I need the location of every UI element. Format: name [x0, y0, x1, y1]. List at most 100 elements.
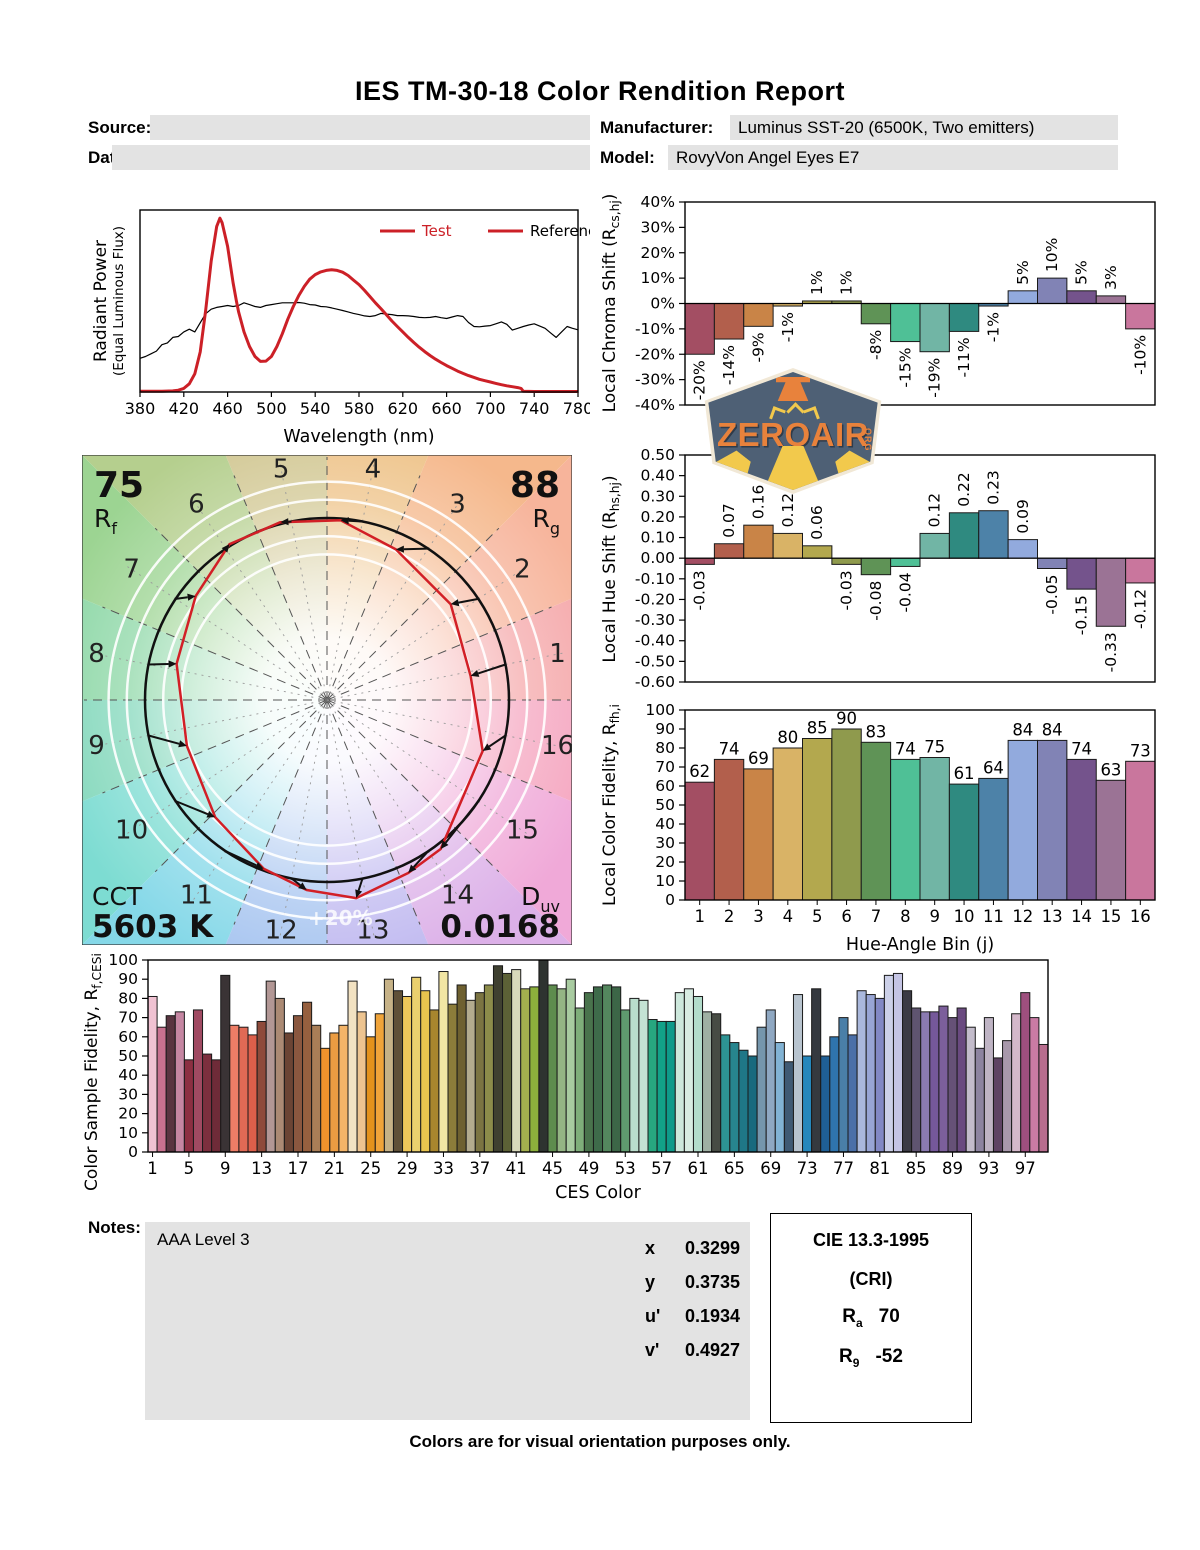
- svg-text:14: 14: [441, 880, 474, 910]
- svg-text:11: 11: [180, 880, 213, 910]
- svg-text:0.20: 0.20: [640, 508, 675, 526]
- svg-text:65: 65: [724, 1159, 745, 1178]
- svg-text:-30%: -30%: [635, 371, 675, 389]
- svg-text:21: 21: [324, 1159, 345, 1178]
- svg-text:77: 77: [833, 1159, 854, 1178]
- svg-text:15: 15: [1100, 907, 1121, 926]
- svg-text:-10%: -10%: [635, 320, 675, 338]
- svg-text:74: 74: [895, 739, 916, 758]
- svg-text:Rf: Rf: [94, 504, 117, 538]
- svg-text:Hue-Angle Bin (j): Hue-Angle Bin (j): [846, 935, 994, 955]
- svg-text:6: 6: [841, 907, 852, 926]
- svg-text:4: 4: [365, 455, 382, 485]
- svg-text:81: 81: [869, 1159, 890, 1178]
- svg-text:90: 90: [836, 709, 857, 728]
- svg-text:10: 10: [115, 816, 148, 846]
- svg-text:84: 84: [1012, 720, 1033, 739]
- svg-text:2: 2: [724, 907, 735, 926]
- source-field: [150, 115, 590, 140]
- svg-text:CES Color: CES Color: [555, 1183, 641, 1202]
- svg-text:20: 20: [655, 853, 675, 871]
- svg-text:-11%: -11%: [955, 337, 973, 377]
- svg-text:88: 88: [510, 465, 560, 506]
- svg-text:-19%: -19%: [926, 358, 944, 398]
- svg-text:1: 1: [549, 639, 566, 669]
- svg-text:64: 64: [983, 758, 1004, 777]
- svg-text:17: 17: [288, 1159, 309, 1178]
- svg-text:11: 11: [983, 907, 1004, 926]
- svg-text:33: 33: [433, 1159, 454, 1178]
- svg-text:5603 K: 5603 K: [92, 909, 214, 945]
- chromaticity-row-v: v' 0.4927: [645, 1340, 765, 1361]
- svg-text:7: 7: [871, 907, 882, 926]
- svg-text:0.09: 0.09: [1014, 499, 1032, 534]
- svg-text:49: 49: [578, 1159, 599, 1178]
- svg-text:9: 9: [929, 907, 940, 926]
- svg-text:Color Sample Fidelity, Rf,CESi: Color Sample Fidelity, Rf,CESi: [82, 953, 104, 1191]
- svg-text:1%: 1%: [838, 270, 856, 295]
- svg-text:10%: 10%: [641, 269, 675, 287]
- svg-text:97: 97: [1015, 1159, 1036, 1178]
- badge-suffix-text: ORG: [863, 428, 873, 452]
- svg-text:Local Color Fidelity, Rfh,i: Local Color Fidelity, Rfh,i: [600, 704, 622, 906]
- svg-text:10: 10: [954, 907, 975, 926]
- svg-text:75: 75: [924, 738, 945, 757]
- svg-text:420: 420: [169, 399, 200, 418]
- svg-text:70: 70: [655, 758, 675, 776]
- svg-text:-0.15: -0.15: [1073, 595, 1091, 635]
- svg-text:45: 45: [542, 1159, 563, 1178]
- svg-text:-0.05: -0.05: [1043, 575, 1061, 615]
- ra-sub: a: [855, 1315, 863, 1330]
- svg-text:90: 90: [655, 720, 675, 738]
- svg-text:80: 80: [118, 989, 138, 1007]
- svg-text:580: 580: [344, 399, 375, 418]
- notes-value: AAA Level 3: [157, 1230, 250, 1249]
- svg-text:9: 9: [88, 731, 105, 761]
- svg-text:2: 2: [514, 554, 531, 584]
- svg-text:-20%: -20%: [635, 345, 675, 363]
- svg-text:-0.30: -0.30: [635, 611, 675, 629]
- svg-text:1%: 1%: [808, 270, 826, 295]
- svg-text:100: 100: [645, 701, 675, 719]
- svg-text:12: 12: [1012, 907, 1033, 926]
- svg-text:0.16: 0.16: [749, 485, 767, 520]
- svg-text:69: 69: [748, 749, 769, 768]
- ra-base: R: [842, 1306, 856, 1327]
- svg-text:5: 5: [184, 1159, 195, 1178]
- svg-text:40: 40: [118, 1066, 138, 1084]
- model-value: RovyVon Angel Eyes E7: [676, 148, 860, 167]
- svg-text:20: 20: [118, 1105, 138, 1123]
- svg-text:5%: 5%: [1073, 260, 1091, 285]
- svg-text:30: 30: [118, 1085, 138, 1103]
- svg-text:-8%: -8%: [867, 330, 885, 360]
- svg-text:83: 83: [865, 722, 886, 741]
- svg-text:660: 660: [431, 399, 462, 418]
- svg-text:0.50: 0.50: [640, 446, 675, 464]
- svg-text:0.0168: 0.0168: [440, 909, 560, 945]
- local-chroma-shift-chart: 40% 30% 20% 10% 0% -10% -20% -30% -40% -20% -14% -9…: [600, 193, 1156, 414]
- svg-text:380: 380: [125, 399, 156, 418]
- svg-text:CCT: CCT: [92, 882, 143, 911]
- svg-text:740: 740: [519, 399, 550, 418]
- r9-value: -52: [875, 1345, 903, 1367]
- svg-text:0.07: 0.07: [720, 503, 738, 538]
- svg-text:16: 16: [541, 731, 572, 761]
- svg-text:30: 30: [655, 834, 675, 852]
- svg-text:0.10: 0.10: [640, 529, 675, 547]
- svg-text:0.40: 0.40: [640, 467, 675, 485]
- svg-text:6: 6: [188, 490, 205, 520]
- svg-text:100: 100: [108, 952, 138, 969]
- svg-text:620: 620: [388, 399, 419, 418]
- svg-text:5: 5: [812, 907, 823, 926]
- svg-text:460: 460: [212, 399, 243, 418]
- svg-text:85: 85: [906, 1159, 927, 1178]
- svg-text:-0.33: -0.33: [1102, 632, 1120, 672]
- svg-text:-0.12: -0.12: [1131, 589, 1149, 629]
- svg-text:60: 60: [118, 1028, 138, 1046]
- svg-text:14: 14: [1071, 907, 1092, 926]
- svg-text:-0.40: -0.40: [635, 632, 675, 650]
- svg-text:0.23: 0.23: [984, 470, 1002, 505]
